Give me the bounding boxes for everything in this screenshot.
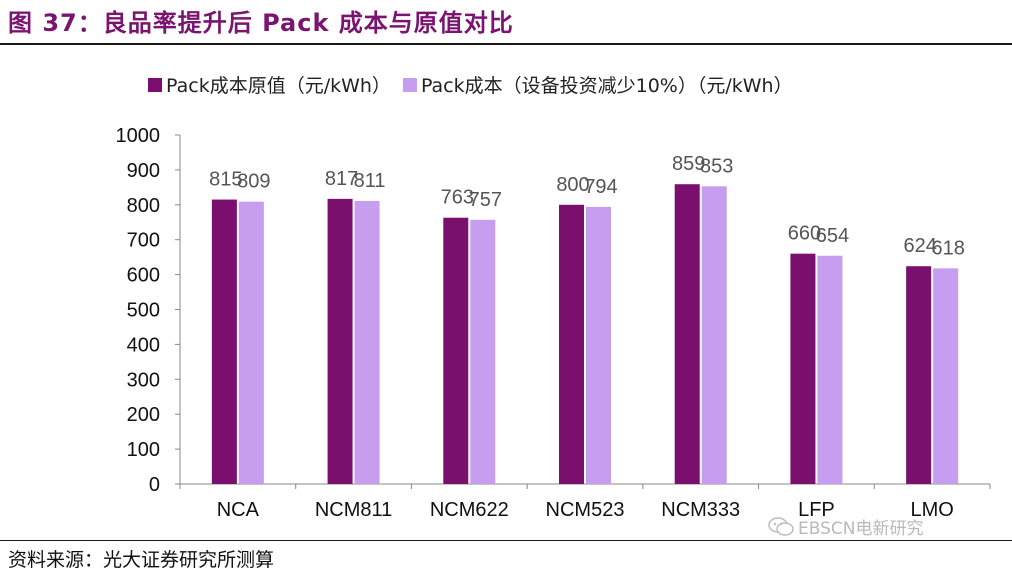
bar [586,206,611,485]
bar [354,200,380,484]
data-label: 853 [700,155,733,177]
x-category-label: NCM811 [315,499,392,521]
source-note: 资料来源：光大证券研究所测算 [8,549,275,571]
watermark: EBSCN电新研究 [768,514,923,539]
wechat-icon [768,516,794,536]
data-label: 794 [584,176,617,198]
title-divider [0,43,1012,45]
data-label: 660 [788,223,821,245]
data-label: 815 [209,169,242,191]
bar [470,219,496,484]
legend-swatch [402,78,417,92]
bar [559,204,584,485]
x-category-label: NCA [217,499,260,521]
y-tick-label: 300 [127,369,160,391]
bar [817,255,843,484]
data-label: 763 [441,187,474,209]
x-category-label: LFP [798,499,835,521]
data-label: 654 [816,225,849,247]
bar [674,184,700,485]
y-tick-label: 0 [149,474,160,496]
data-label: 809 [237,171,270,193]
legend-label: Pack成本原值（元/kWh） [166,75,391,97]
bar [238,201,264,484]
y-tick-label: 200 [127,404,160,426]
y-tick-label: 900 [127,160,160,182]
bar [933,268,959,484]
bar [211,199,237,484]
data-label: 817 [325,168,358,190]
y-tick-label: 400 [127,334,160,356]
data-label: 757 [469,189,502,211]
bar [327,198,353,484]
bar [906,266,932,484]
data-label: 800 [556,174,589,196]
bar [443,217,469,484]
y-tick-label: 1000 [116,125,161,147]
data-label: 811 [354,170,386,192]
x-category-label: NCM622 [430,499,509,521]
x-category-label: LMO [910,499,953,521]
watermark-text: EBSCN电新研究 [798,519,924,539]
x-category-label: NCM523 [546,499,625,521]
bar [790,253,816,484]
y-tick-label: 500 [127,300,160,322]
y-tick-label: 800 [127,195,160,217]
data-label: 618 [931,237,964,259]
source-divider [0,540,1012,541]
x-category-label: NCM333 [661,499,740,521]
y-tick-label: 600 [127,265,160,287]
legend-swatch [148,78,162,92]
data-label: 624 [903,235,936,257]
y-tick-label: 700 [127,230,160,252]
figure-title: 图 37：良品率提升后 Pack 成本与原值对比 [8,9,514,37]
legend-label: Pack成本（设备投资减少10%）（元/kWh） [421,75,793,97]
bar [701,186,727,485]
data-label: 859 [672,153,705,175]
y-tick-label: 100 [127,439,160,461]
